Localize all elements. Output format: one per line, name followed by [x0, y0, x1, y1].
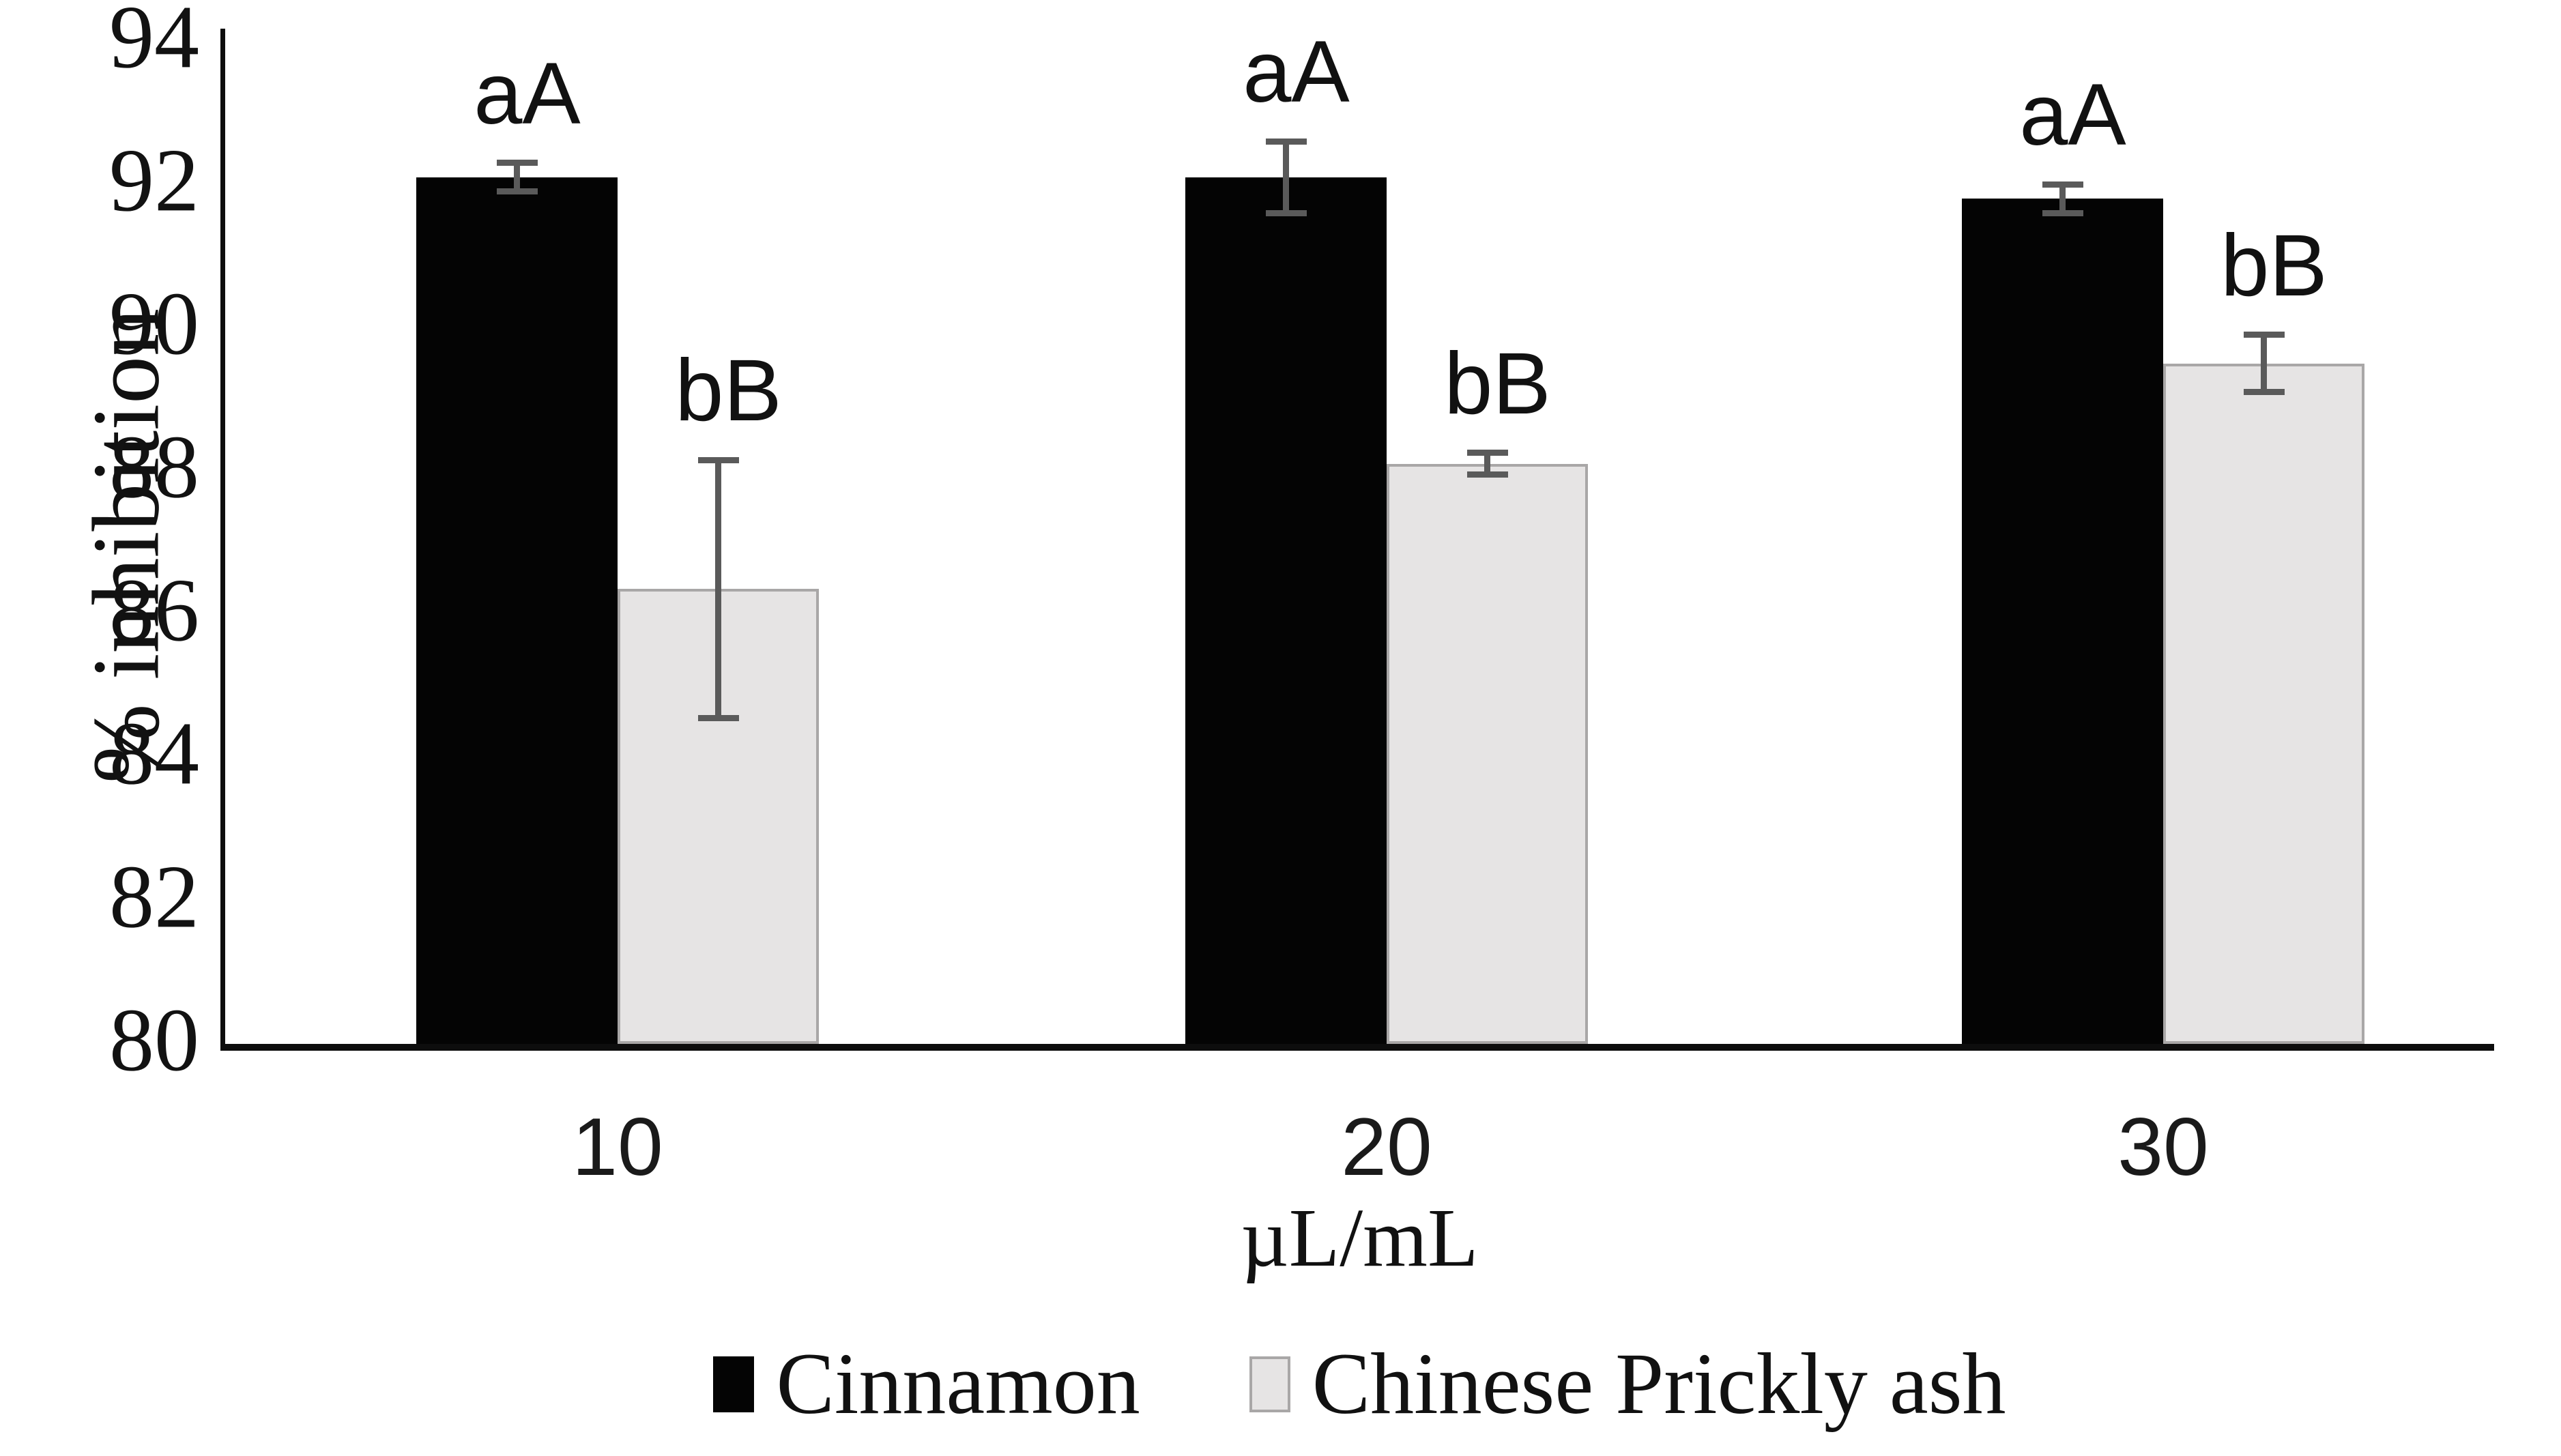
error-bar-cap-bottom — [496, 188, 538, 194]
y-tick-label: 92 — [109, 130, 199, 231]
error-bar-cap-bottom — [1466, 471, 1508, 478]
error-bar-cap-top — [2042, 181, 2083, 188]
y-tick-label: 82 — [109, 846, 199, 947]
significance-label-chinese-prickly-ash-30: bB — [2220, 216, 2328, 315]
legend-swatch-cinnamon — [713, 1356, 755, 1412]
y-tick-label: 88 — [109, 416, 199, 517]
bar-cinnamon-30 — [1962, 199, 2163, 1044]
significance-label-chinese-prickly-ash-10: bB — [675, 342, 782, 440]
legend: Cinnamon Chinese Prickly ash — [225, 1334, 2494, 1434]
error-bar-cap-bottom — [2243, 389, 2285, 395]
error-bar-cinnamon-20 — [1283, 141, 1289, 213]
legend-label-chinese-prickly-ash: Chinese Prickly ash — [1312, 1335, 2006, 1432]
error-bar-chinese-prickly-ash-30 — [2261, 334, 2267, 392]
legend-swatch-chinese-prickly-ash — [1249, 1356, 1290, 1412]
y-tick-label: 80 — [109, 989, 199, 1090]
x-axis-title: µL/mL — [1241, 1192, 1479, 1284]
y-tick-label: 90 — [109, 273, 199, 374]
error-bar-cap-bottom — [2042, 209, 2083, 216]
y-tick-label: 84 — [109, 703, 199, 804]
x-axis-line — [220, 1044, 2494, 1051]
x-tick-label: 20 — [1341, 1101, 1432, 1193]
significance-label-cinnamon-20: aA — [1243, 23, 1350, 121]
bar-cinnamon-20 — [1185, 177, 1387, 1044]
significance-label-cinnamon-30: aA — [2019, 66, 2126, 164]
error-bar-cap-top — [1265, 138, 1307, 145]
y-tick-label: 94 — [109, 0, 199, 87]
error-bar-cap-bottom — [697, 714, 739, 721]
error-bar-chinese-prickly-ash-20 — [1484, 452, 1490, 475]
error-bar-chinese-prickly-ash-10 — [715, 460, 721, 718]
error-bar-cap-top — [2243, 332, 2285, 338]
legend-item-cinnamon: Cinnamon — [713, 1334, 1140, 1434]
x-tick-label: 10 — [572, 1101, 663, 1193]
error-bar-cinnamon-30 — [2059, 184, 2066, 213]
significance-label-cinnamon-10: aA — [474, 44, 581, 143]
significance-label-chinese-prickly-ash-20: bB — [1444, 334, 1551, 433]
bar-cinnamon-10 — [416, 177, 618, 1044]
error-bar-cap-bottom — [1265, 209, 1307, 216]
error-bar-cinnamon-10 — [514, 162, 520, 192]
legend-item-chinese-prickly-ash: Chinese Prickly ash — [1249, 1334, 2006, 1434]
y-axis-line — [220, 29, 225, 1049]
error-bar-cap-top — [697, 456, 739, 463]
y-tick-label: 86 — [109, 559, 199, 660]
bar-chinese-prickly-ash-30 — [2163, 363, 2364, 1044]
legend-label-cinnamon: Cinnamon — [776, 1335, 1140, 1432]
error-bar-cap-top — [1466, 450, 1508, 456]
bar-chinese-prickly-ash-20 — [1387, 463, 1588, 1044]
error-bar-cap-top — [496, 160, 538, 166]
x-tick-label: 30 — [2117, 1101, 2209, 1193]
